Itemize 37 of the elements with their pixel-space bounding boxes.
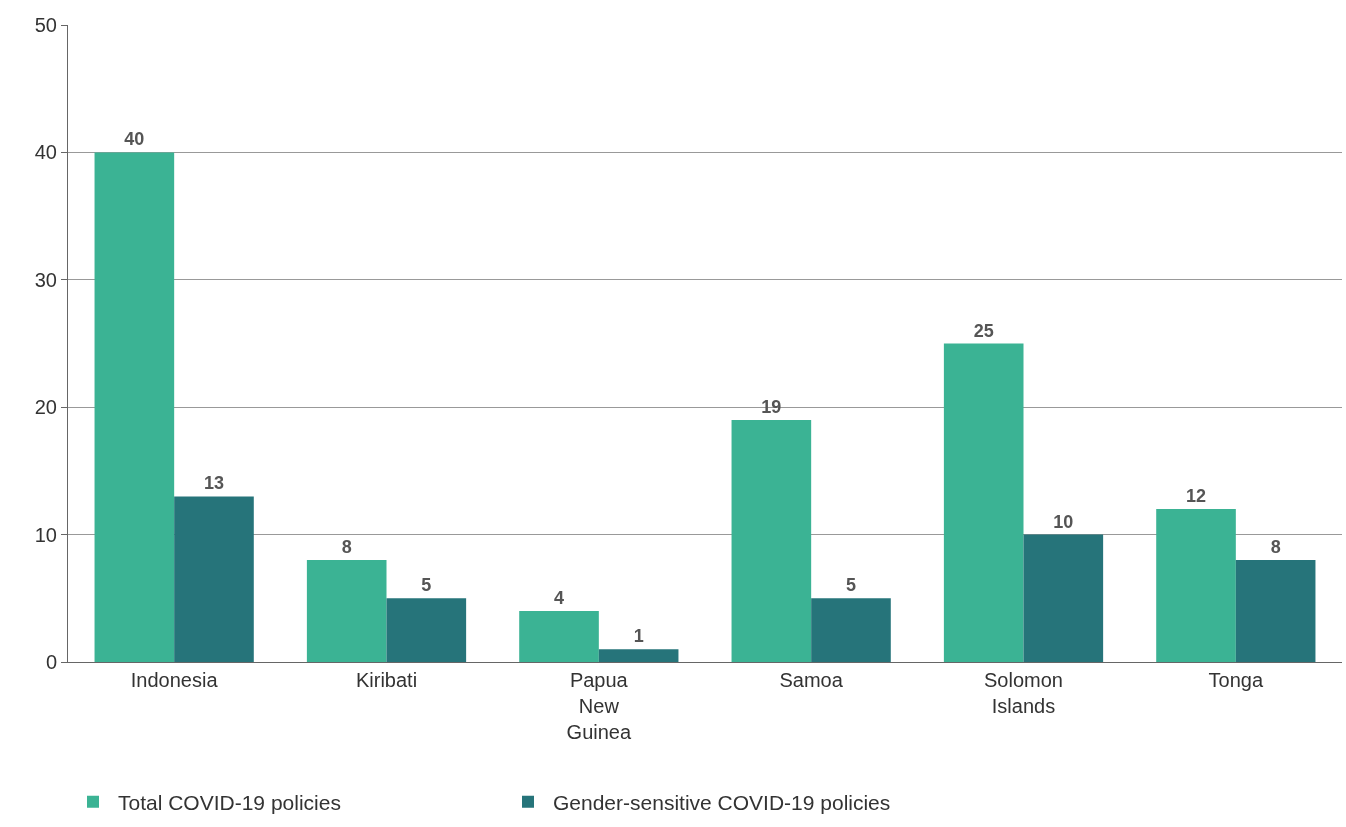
bar xyxy=(94,152,175,662)
y-tick-label: 20 xyxy=(34,396,57,419)
legend-label: Gender-sensitive COVID-19 policies xyxy=(553,790,891,814)
data-label: 8 xyxy=(1270,537,1281,558)
x-tick-label: Kiribati xyxy=(355,669,418,691)
bar xyxy=(386,598,467,662)
bar xyxy=(811,598,891,662)
x-tick-label: Samoa xyxy=(779,669,844,691)
y-tick-label: 40 xyxy=(34,141,57,164)
x-tick-label: Tonga xyxy=(1208,669,1264,691)
x-tick-label: Solomon Islands xyxy=(984,669,1063,717)
y-tick-label: 50 xyxy=(34,14,57,36)
y-tick-label: 30 xyxy=(34,268,57,291)
data-label: 1 xyxy=(633,626,644,647)
x-tick-label: Papua New Guinea xyxy=(566,669,632,743)
bar xyxy=(1156,509,1236,662)
data-label: 13 xyxy=(203,473,224,494)
y-tick-label: 10 xyxy=(34,523,57,546)
bar xyxy=(731,419,812,662)
data-label: 10 xyxy=(1053,511,1074,532)
bar xyxy=(1023,534,1104,662)
data-label: 25 xyxy=(973,320,994,341)
bar xyxy=(306,560,387,662)
x-tick-label: Indonesia xyxy=(130,669,219,691)
data-label: 12 xyxy=(1186,486,1207,507)
data-label: 5 xyxy=(845,575,856,596)
data-label: 4 xyxy=(554,588,565,609)
legend-label: Total COVID-19 policies xyxy=(118,790,341,814)
bar xyxy=(1235,560,1316,662)
y-tick-label: 0 xyxy=(45,651,57,673)
data-label: 40 xyxy=(124,129,145,150)
bar xyxy=(174,496,254,662)
bar xyxy=(519,611,599,662)
data-label: 5 xyxy=(421,575,432,596)
bar xyxy=(598,649,679,662)
data-label: 8 xyxy=(341,537,352,558)
bar xyxy=(943,343,1024,662)
